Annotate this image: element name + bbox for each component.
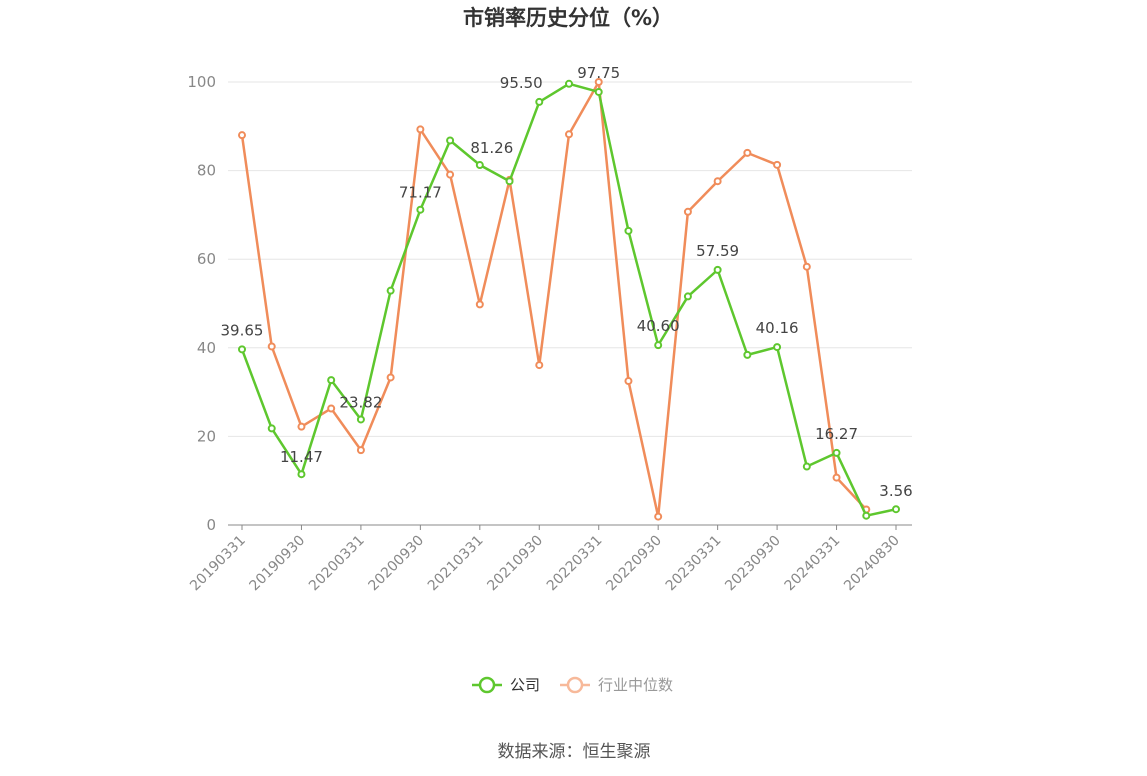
y-tick-label: 20	[197, 427, 216, 445]
data-point	[475, 300, 484, 309]
data-point	[594, 78, 603, 86]
data-label: 97.75	[577, 64, 620, 82]
data-label: 81.26	[470, 139, 513, 157]
series-line-1	[240, 80, 868, 518]
data-point	[594, 87, 603, 96]
chart-title: 市销率历史分位（%）	[463, 6, 673, 30]
x-tick-label: 20200930	[365, 533, 427, 595]
data-point	[297, 422, 306, 431]
x-axis: 2019033120190930202003312020093020210331…	[187, 524, 912, 595]
y-tick-label: 100	[187, 73, 216, 91]
data-point	[654, 512, 663, 521]
data-label: 40.16	[756, 319, 799, 337]
series-line-0	[240, 82, 897, 517]
data-point	[832, 473, 841, 482]
series-layer	[238, 78, 900, 521]
legend: 公司 行业中位数	[472, 676, 673, 694]
data-point	[713, 265, 722, 274]
x-tick-label: 20210930	[484, 533, 546, 595]
data-point	[505, 177, 514, 186]
x-tick-label: 20230930	[722, 533, 784, 595]
x-tick-label: 20220331	[544, 533, 606, 595]
x-tick-label: 20230331	[663, 533, 725, 595]
data-point	[743, 350, 752, 359]
x-tick-label: 20240331	[782, 533, 844, 595]
legend-label-1[interactable]: 行业中位数	[598, 676, 673, 694]
data-point	[683, 207, 692, 216]
data-point	[683, 292, 692, 301]
legend-marker-1	[566, 676, 584, 694]
data-point	[802, 462, 811, 471]
data-point	[327, 376, 336, 385]
data-point	[238, 131, 246, 140]
data-point	[713, 177, 722, 186]
data-label: 71.17	[399, 184, 442, 202]
data-point	[565, 130, 573, 139]
data-label: 16.27	[815, 425, 858, 443]
x-tick-label: 20240830	[841, 533, 903, 595]
data-labels: 39.65 11.47 23.82 71.17 81.26 95.50 97.75 40.60…	[221, 64, 913, 500]
data-point	[624, 377, 633, 386]
data-point	[327, 404, 336, 413]
data-label: 11.47	[280, 448, 323, 466]
data-label: 39.65	[221, 321, 264, 339]
data-point	[565, 79, 573, 88]
data-point	[356, 446, 365, 455]
data-point	[624, 226, 633, 235]
data-label: 3.56	[879, 482, 912, 500]
data-point	[832, 448, 841, 457]
data-label: 95.50	[500, 74, 543, 92]
x-tick-label: 20200331	[306, 533, 368, 595]
y-axis: 0 20 40 60 80 100	[187, 73, 216, 534]
data-point	[773, 343, 782, 352]
data-point	[356, 415, 365, 424]
data-point	[297, 470, 306, 479]
data-point	[238, 345, 246, 354]
data-point	[386, 373, 395, 382]
x-tick-label: 20210331	[425, 533, 487, 595]
data-point	[416, 125, 425, 134]
x-tick-label: 20220930	[603, 533, 665, 595]
data-point	[773, 160, 782, 169]
data-point	[475, 161, 484, 170]
data-point	[535, 361, 544, 370]
data-point	[267, 342, 276, 351]
data-point	[743, 148, 752, 157]
data-point	[892, 505, 900, 514]
source-note: 数据来源：恒生聚源	[498, 742, 651, 762]
data-label: 23.82	[339, 393, 382, 411]
y-tick-label: 60	[197, 250, 216, 268]
data-point	[654, 341, 663, 350]
y-tick-label: 0	[206, 516, 216, 534]
data-point	[535, 97, 544, 106]
data-point	[862, 511, 871, 520]
data-point	[386, 286, 395, 295]
data-label: 40.60	[637, 317, 680, 335]
x-tick-label: 20190930	[247, 533, 309, 595]
data-point	[802, 262, 811, 271]
data-point	[446, 170, 455, 179]
data-label: 57.59	[696, 242, 739, 260]
x-tick-label: 20190331	[187, 533, 249, 595]
y-tick-label: 40	[197, 339, 216, 357]
legend-label-0[interactable]: 公司	[510, 676, 540, 694]
data-point	[446, 136, 455, 145]
data-point	[267, 424, 276, 433]
data-point	[416, 205, 425, 214]
legend-marker-0	[478, 676, 496, 694]
y-tick-label: 80	[197, 162, 216, 180]
